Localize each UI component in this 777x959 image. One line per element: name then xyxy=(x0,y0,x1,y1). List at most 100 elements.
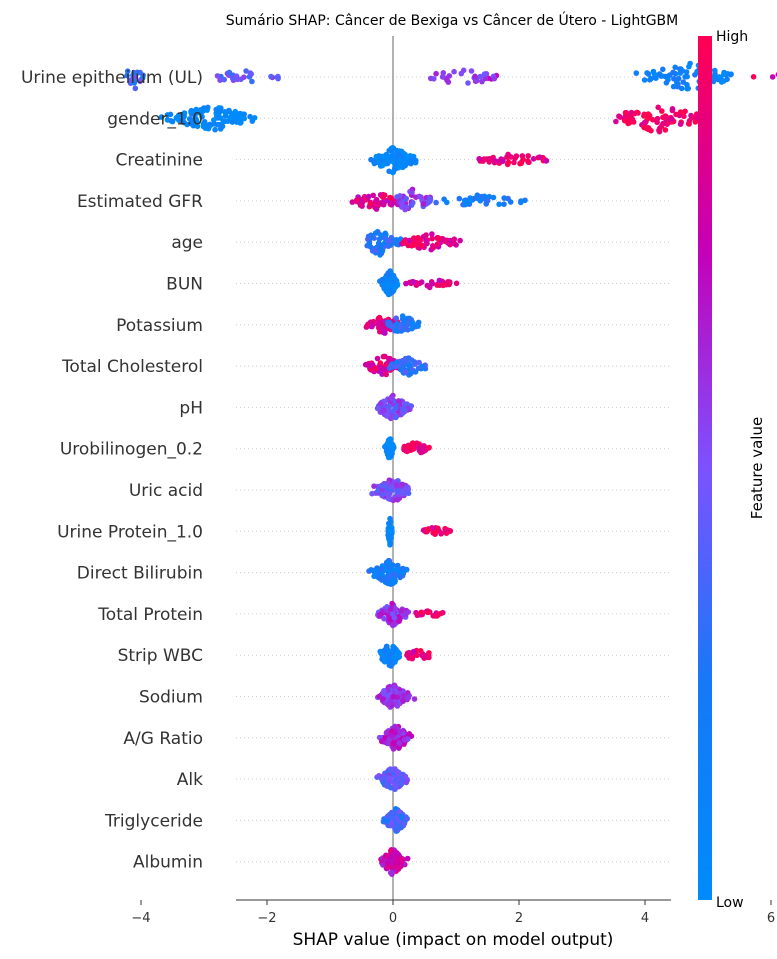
shap-point xyxy=(194,119,200,125)
shap-point xyxy=(525,153,531,159)
shap-point xyxy=(434,282,441,288)
shap-point xyxy=(381,648,388,654)
shap-point xyxy=(677,121,684,127)
shap-point xyxy=(387,784,394,791)
shap-point xyxy=(400,692,407,698)
shap-point xyxy=(424,609,431,616)
shap-point xyxy=(659,108,665,114)
shap-point xyxy=(179,116,186,123)
shap-point xyxy=(405,242,412,249)
shap-point xyxy=(646,113,652,119)
shap-point xyxy=(243,68,249,74)
shap-point xyxy=(660,66,666,73)
shap-point xyxy=(354,197,361,203)
shap-point xyxy=(645,125,652,131)
shap-point xyxy=(385,282,392,288)
shap-point xyxy=(401,239,407,246)
shap-point xyxy=(669,106,676,112)
shap-point xyxy=(205,125,212,132)
shap-point xyxy=(386,449,392,455)
shap-point xyxy=(490,194,497,201)
shap-point xyxy=(456,195,463,202)
shap-point xyxy=(724,76,730,83)
shap-point xyxy=(673,111,679,118)
shap-point xyxy=(371,483,377,490)
colorbar-high-label: High xyxy=(716,29,748,45)
shap-point xyxy=(395,770,402,776)
shap-point xyxy=(392,825,398,832)
shap-point xyxy=(692,119,699,125)
shap-point xyxy=(226,69,233,76)
shap-point xyxy=(402,368,409,375)
shap-point xyxy=(446,73,453,79)
shap-point xyxy=(690,114,697,121)
shap-point xyxy=(682,108,688,115)
shap-point xyxy=(385,270,392,276)
shap-point xyxy=(406,731,413,737)
shap-point xyxy=(391,571,398,577)
shap-point xyxy=(158,114,165,120)
shap-point xyxy=(477,73,484,80)
shap-point xyxy=(400,698,407,704)
shap-point xyxy=(417,648,424,654)
shap-point xyxy=(430,530,436,536)
shap-point xyxy=(251,115,258,121)
feature-label: Total Cholesterol xyxy=(61,357,203,377)
shap-point xyxy=(374,355,381,362)
shap-point xyxy=(375,405,382,412)
shap-point xyxy=(392,159,399,166)
shap-point xyxy=(399,481,406,488)
shap-point xyxy=(365,236,371,242)
shap-point xyxy=(194,123,201,130)
shap-point xyxy=(393,327,400,334)
shap-point xyxy=(384,692,391,699)
shap-point xyxy=(381,482,387,489)
shap-point xyxy=(678,85,685,92)
shap-point xyxy=(380,365,386,372)
shap-point xyxy=(164,117,171,123)
shap-point xyxy=(390,746,397,752)
x-tick-label: 4 xyxy=(641,911,649,926)
shap-point xyxy=(409,655,416,662)
shap-point xyxy=(430,243,436,249)
shap-point xyxy=(219,123,226,130)
shap-point xyxy=(193,107,200,114)
shap-point xyxy=(200,121,207,127)
feature-label: Creatinine xyxy=(116,151,203,171)
shap-point xyxy=(365,193,372,200)
scatter-points xyxy=(124,60,777,877)
shap-point xyxy=(382,230,389,237)
shap-point xyxy=(505,151,511,158)
shap-point xyxy=(403,195,410,202)
shap-point xyxy=(201,105,207,111)
feature-label: Uric acid xyxy=(129,481,203,501)
shap-point xyxy=(401,161,408,168)
shap-point xyxy=(386,534,393,540)
x-tick-label: −2 xyxy=(257,911,276,926)
shap-point xyxy=(465,80,471,86)
shap-point xyxy=(376,613,383,619)
shap-point xyxy=(394,779,401,786)
shap-point xyxy=(444,199,450,206)
shap-point xyxy=(370,192,377,199)
shap-point xyxy=(397,728,404,735)
shap-point xyxy=(447,241,453,248)
shap-point xyxy=(371,568,378,575)
shap-point xyxy=(431,76,437,82)
shap-point xyxy=(384,412,391,419)
shap-point xyxy=(536,154,543,160)
feature-label: Estimated GFR xyxy=(77,192,203,212)
shap-point xyxy=(446,281,453,288)
shap-point xyxy=(617,114,623,120)
shap-point xyxy=(186,116,193,122)
shap-point xyxy=(425,527,431,533)
shap-point xyxy=(373,206,380,212)
shap-point xyxy=(647,77,653,83)
shap-point xyxy=(390,740,397,747)
shap-point xyxy=(378,232,384,238)
shap-point xyxy=(396,808,403,815)
shap-point xyxy=(500,158,506,164)
shap-point xyxy=(407,153,414,159)
shap-point xyxy=(651,71,658,78)
shap-point xyxy=(410,242,417,248)
